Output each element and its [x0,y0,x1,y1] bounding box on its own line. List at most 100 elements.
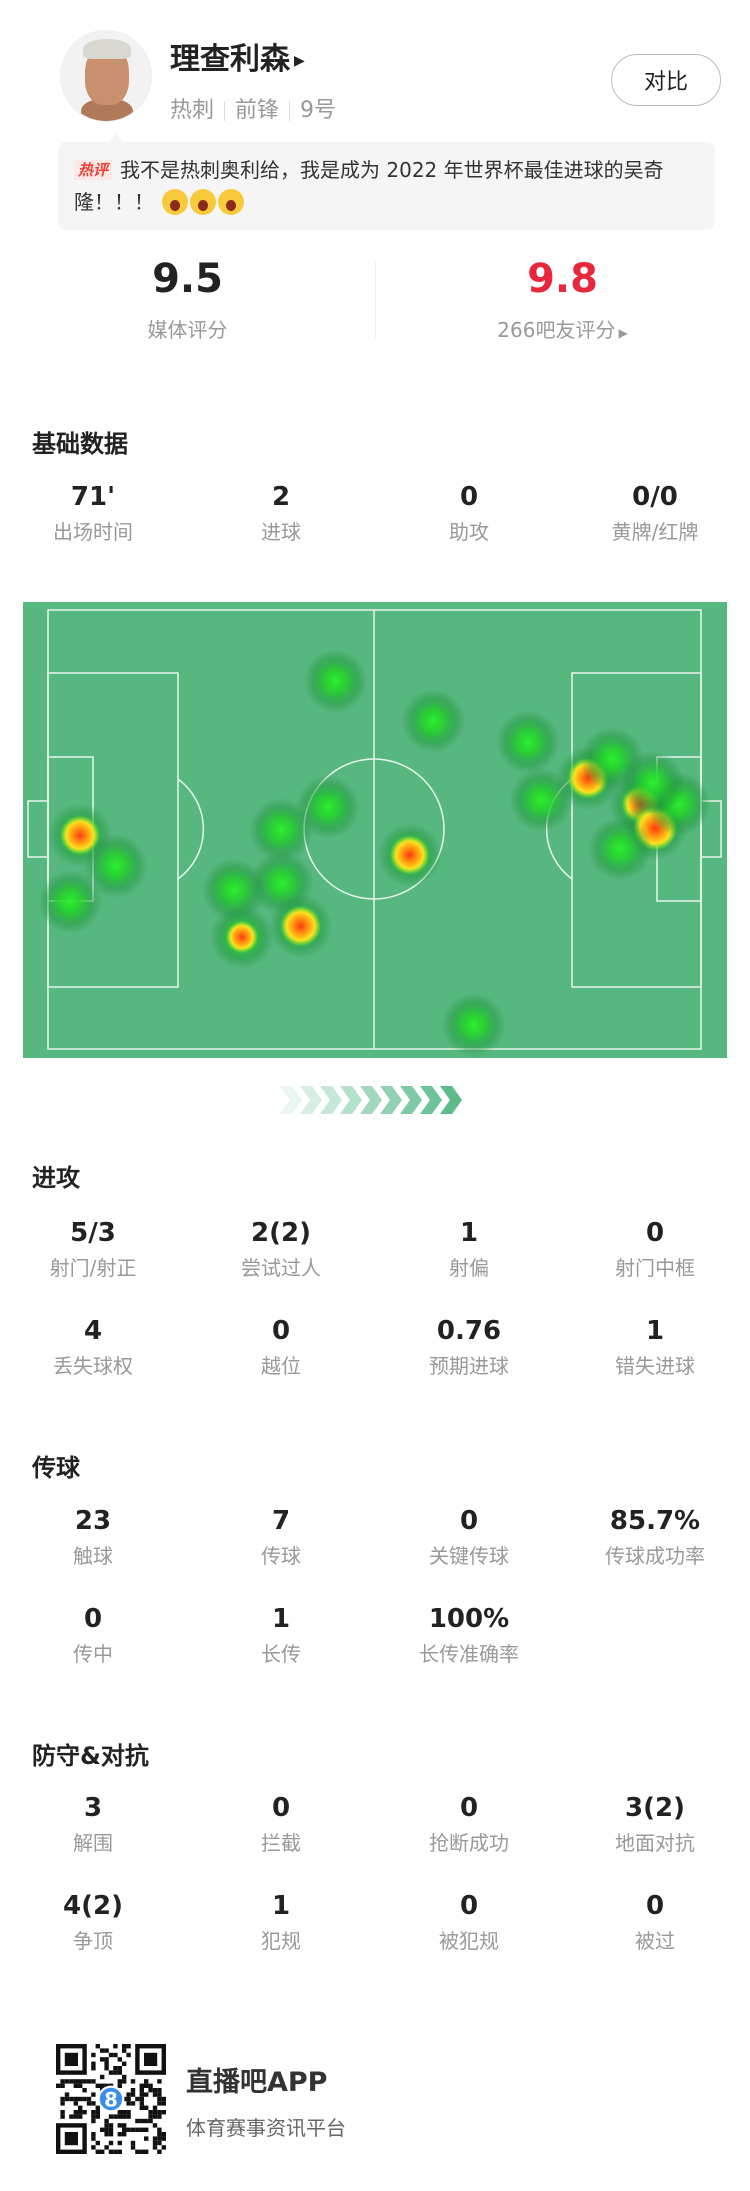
stat-label: 射门中框 [615,1256,695,1280]
stat-value: 3(2) [625,1793,685,1823]
section-title-basic: 基础数据 [32,430,128,458]
stat-label: 错失进球 [615,1354,695,1378]
stat-label: 传球成功率 [605,1544,705,1568]
stat-label: 触球 [73,1544,113,1568]
heatmap-hotspot [225,921,258,954]
player-name-link[interactable]: 理查利森 ▶ [170,42,305,77]
stat-label: 传球 [261,1544,301,1568]
chevron-right-icon [400,1086,422,1114]
qr-finder [135,2044,166,2075]
stat-basic-0: 71' 出场时间 [0,482,187,544]
stat-defense-6: 0 被犯规 [375,1891,563,1953]
stat-attack-4: 4 丢失球权 [0,1316,187,1378]
stat-label: 进球 [261,520,301,544]
number-label: 9号 [300,98,337,123]
heatmap-point [620,750,685,815]
stat-label: 地面对抗 [615,1831,695,1855]
stat-label: 关键传球 [429,1544,509,1568]
qr-finder [56,2044,87,2075]
crying-face-icon [190,189,217,215]
stat-value: 0 [645,1891,665,1921]
stat-value: 1 [459,1218,479,1248]
player-avatar[interactable] [60,30,152,122]
attack-direction-indicator [280,1086,462,1114]
stat-label: 被犯规 [439,1929,499,1953]
stat-label: 犯规 [261,1929,301,1953]
stat-attack-6: 0.76 预期进球 [375,1316,563,1378]
heatmap-hotspot [280,905,321,947]
chevron-right-icon [340,1086,362,1114]
chevron-right-icon [380,1086,402,1114]
heatmap-point [249,797,314,862]
heatmap-point [441,992,506,1057]
stat-defense-2: 0 抢断成功 [375,1793,563,1855]
stat-value: 0 [459,1891,479,1921]
stat-label: 争顶 [73,1929,113,1953]
stat-value: 4 [83,1316,103,1346]
stat-value: 85.7% [609,1506,701,1536]
stat-passing-0: 23 触球 [0,1506,187,1568]
stat-label: 拦截 [261,1831,301,1855]
stat-value: 0 [459,1793,479,1823]
goal-right [700,800,722,858]
stat-value: 0.76 [436,1316,502,1346]
fan-rating-label: 266吧友评分 [497,318,616,342]
goal-left [27,800,49,858]
stat-passing-2: 0 关键传球 [375,1506,563,1568]
player-meta: 热刺 前锋 9号 [170,92,336,124]
media-rating-label: 媒体评分 [147,318,228,342]
stat-value: 2 [271,482,291,512]
stat-label: 助攻 [449,520,489,544]
stat-value: 0/0 [632,482,678,512]
stat-defense-0: 3 解围 [0,1793,187,1855]
stat-value: 1 [271,1604,291,1634]
stat-passing-4: 0 传中 [0,1604,187,1666]
fan-rating[interactable]: 9.8 266吧友评分 ▶ [375,256,750,343]
compare-button[interactable]: 对比 [611,54,721,106]
chevron-right-icon [360,1086,382,1114]
stat-value: 100% [428,1604,510,1634]
stat-passing-1: 7 传球 [187,1506,375,1568]
stat-value: 0 [645,1218,665,1248]
stat-value: 0 [459,1506,479,1536]
stat-label: 尝试过人 [241,1256,321,1280]
stat-passing-3: 85.7% 传球成功率 [561,1506,749,1568]
qr-finder [56,2123,87,2154]
heatmap-point [38,869,103,934]
stat-value: 23 [74,1506,112,1536]
stat-label: 射门/射正 [49,1256,137,1280]
heatmap-point [509,768,574,833]
stat-value: 4(2) [63,1891,123,1921]
caret-right-icon: ▶ [618,326,628,340]
stat-label: 被过 [635,1929,675,1953]
stat-attack-0: 5/3 射门/射正 [0,1218,187,1280]
stat-attack-2: 1 射偏 [375,1218,563,1280]
section-title-defense: 防守&对抗 [32,1742,149,1770]
chevron-right-icon [300,1086,322,1114]
chevron-right-icon [280,1086,302,1114]
stat-value: 2(2) [251,1218,311,1248]
stat-value: 1 [271,1891,291,1921]
heatmap-point [495,710,560,775]
crying-face-icon [162,189,189,215]
stat-defense-7: 0 被过 [561,1891,749,1953]
stat-value: 1 [645,1316,665,1346]
hot-comment-text: 我不是热刺奥利给，我是成为 2022 年世界杯最佳进球的吴奇隆！！！ [74,158,664,214]
crying-face-icon [218,189,245,215]
app-logo-icon [97,2085,125,2113]
hot-comment[interactable]: 热评 我不是热刺奥利给，我是成为 2022 年世界杯最佳进球的吴奇隆！！！ [58,134,715,230]
stat-attack-3: 0 射门中框 [561,1218,749,1280]
stat-attack-7: 1 错失进球 [561,1316,749,1378]
stat-basic-1: 2 进球 [187,482,375,544]
team-label: 热刺 [170,98,215,123]
chevron-right-icon [420,1086,442,1114]
qr-code[interactable]: 8 [56,2044,166,2154]
stat-value: 0 [459,482,479,512]
fan-rating-value: 9.8 [527,256,598,302]
stat-label: 长传 [261,1642,301,1666]
media-rating: 9.5 媒体评分 [0,256,375,343]
stat-label: 出场时间 [53,520,133,544]
stat-defense-4: 4(2) 争顶 [0,1891,187,1953]
stat-value: 0 [271,1793,291,1823]
stat-passing-5: 1 长传 [187,1604,375,1666]
